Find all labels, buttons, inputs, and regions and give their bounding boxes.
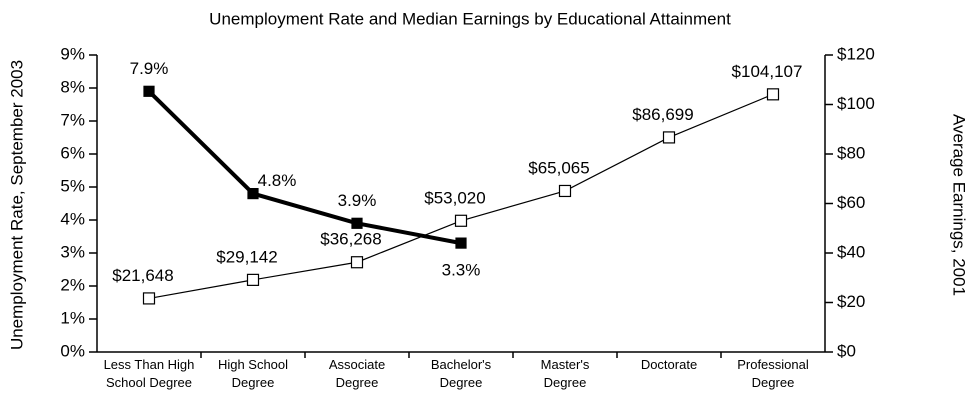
y-tick-label: 7%: [60, 110, 85, 129]
y2-tick-label: $0: [837, 341, 856, 360]
marker: [142, 292, 156, 305]
y2-tick-label: $120: [837, 44, 875, 63]
y2-tick-label: $20: [837, 292, 865, 311]
x-tick-label: Bachelor's Degree: [431, 357, 492, 390]
marker: [350, 256, 364, 269]
data-label: $36,268: [320, 230, 381, 249]
marker: [247, 188, 259, 200]
data-label: 7.9%: [130, 59, 169, 78]
y-tick-label: 0%: [60, 341, 85, 360]
marker: [246, 273, 260, 286]
data-label: $29,142: [216, 247, 277, 266]
chart-title: Unemployment Rate and Median Earnings by…: [209, 9, 731, 28]
x-tick-label: High School Degree: [218, 357, 288, 390]
y-tick-label: 8%: [60, 77, 85, 96]
data-label: $21,648: [112, 266, 173, 285]
y-tick-label: 1%: [60, 308, 85, 327]
y2-axis-label: Average Earnings, 2001: [950, 114, 969, 296]
x-tick-label: Associate Degree: [329, 357, 385, 390]
data-label: 3.3%: [442, 261, 481, 280]
y2-tick-label: $40: [837, 242, 865, 261]
y-axis-label: Unemployment Rate, September 2003: [7, 60, 26, 350]
marker: [351, 217, 363, 229]
data-label: $104,107: [732, 62, 803, 81]
x-tick-label: Less Than High School Degree: [104, 357, 195, 390]
x-tick-label: Doctorate: [641, 357, 697, 372]
y-tick-label: 3%: [60, 242, 85, 261]
marker: [766, 88, 780, 101]
series-line: [147, 89, 462, 246]
data-label: $86,699: [632, 105, 693, 124]
y-tick-label: 9%: [60, 44, 85, 63]
x-tick-label: Master's Degree: [541, 357, 590, 390]
y2-tick-label: $80: [837, 143, 865, 162]
y-tick-label: 5%: [60, 176, 85, 195]
marker: [662, 131, 676, 144]
x-tick-label: Professional Degree: [737, 357, 809, 390]
y2-tick-label: $100: [837, 94, 875, 113]
y2-tick-label: $60: [837, 193, 865, 212]
y-tick-label: 6%: [60, 143, 85, 162]
data-label: 4.8%: [258, 171, 297, 190]
y-tick-label: 2%: [60, 275, 85, 294]
marker: [558, 184, 572, 198]
marker: [455, 237, 467, 249]
data-label: 3.9%: [338, 191, 377, 210]
marker: [143, 85, 155, 97]
marker: [454, 214, 468, 227]
y-tick-label: 4%: [60, 209, 85, 228]
data-label: $53,020: [424, 188, 485, 207]
data-label: $65,065: [528, 158, 589, 177]
